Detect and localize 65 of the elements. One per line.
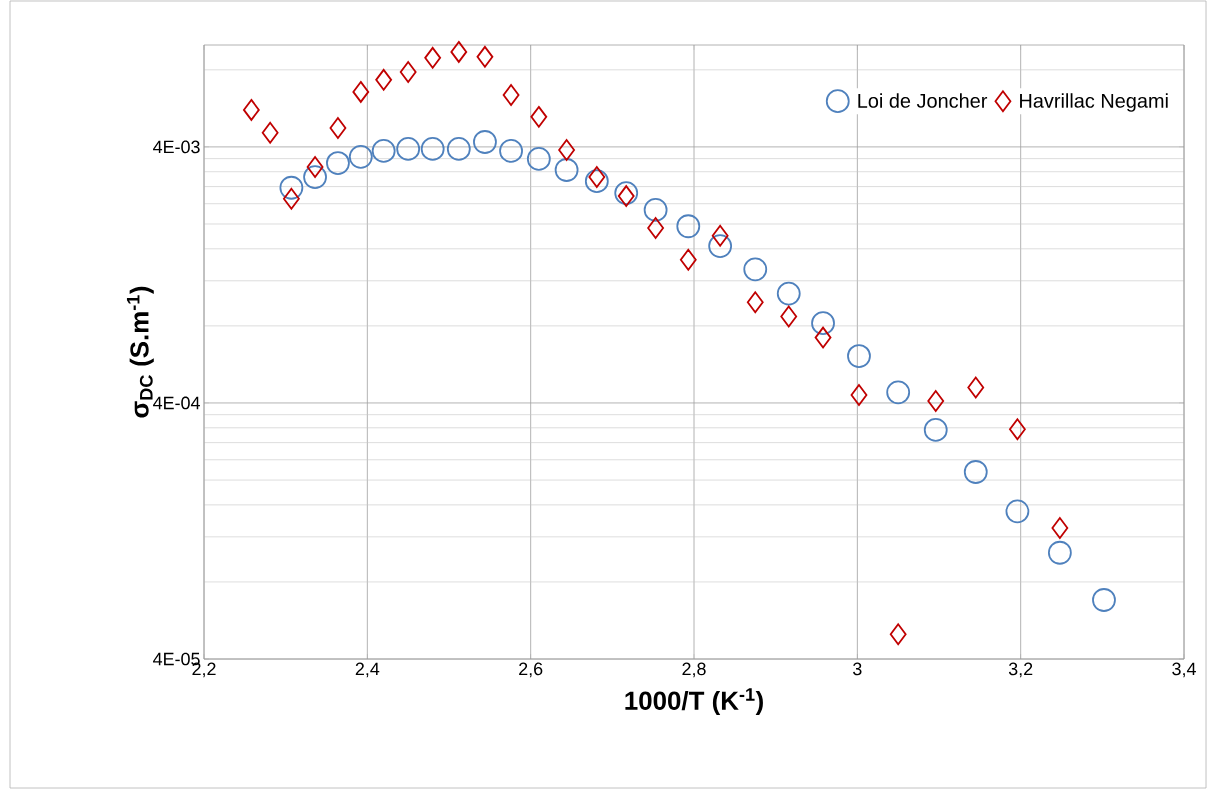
- x-tick-label: 2,4: [355, 662, 380, 678]
- point: [530, 105, 548, 128]
- point: [526, 147, 551, 171]
- point: [850, 384, 868, 406]
- point: [375, 68, 393, 91]
- point: [371, 138, 396, 163]
- point: [711, 224, 729, 247]
- point: [502, 84, 520, 106]
- point: [306, 156, 324, 178]
- point: [967, 376, 985, 399]
- point: [588, 166, 606, 188]
- point: [1009, 418, 1026, 441]
- point: [679, 248, 697, 271]
- y-tick-label: 4E-03: [153, 140, 200, 154]
- point: [473, 130, 497, 154]
- point: [450, 40, 468, 63]
- point: [584, 169, 609, 194]
- point: [554, 158, 579, 182]
- point: [558, 139, 576, 161]
- point: [780, 305, 798, 328]
- point: [326, 151, 350, 175]
- point: [1005, 499, 1030, 524]
- point: [329, 117, 347, 139]
- point: [811, 311, 835, 336]
- point: [776, 281, 801, 306]
- x-tick-label: 2,8: [682, 662, 706, 678]
- y-axis-title: σ$_{DC}$ (S.m$^{-1}$): [126, 286, 154, 418]
- point: [348, 144, 373, 169]
- point: [1051, 517, 1069, 539]
- legend-label: Loi de Joncher: [858, 93, 988, 108]
- point: [420, 136, 445, 161]
- point: [647, 217, 665, 239]
- x-axis-title: 1000/T (K$^{-1}$): [625, 688, 763, 716]
- point: [1047, 540, 1072, 565]
- point: [352, 80, 370, 103]
- point: [927, 390, 945, 412]
- point: [261, 121, 279, 144]
- x-tick-label: 3: [853, 662, 862, 676]
- point: [396, 136, 421, 161]
- legend-label: Havrillac Negami: [1020, 93, 1168, 112]
- point: [282, 187, 300, 210]
- point: [814, 326, 832, 349]
- point: [303, 165, 327, 189]
- point: [446, 136, 471, 161]
- point: [1092, 588, 1116, 612]
- point: [847, 344, 871, 368]
- point: [886, 380, 911, 405]
- x-tick-label: 2,6: [519, 662, 543, 678]
- point: [889, 623, 907, 646]
- point: [708, 234, 733, 258]
- y-tick-label: 4E-04: [153, 396, 200, 410]
- x-tick-label: 3,2: [1008, 662, 1033, 678]
- point: [499, 138, 523, 163]
- point: [746, 291, 764, 314]
- point: [424, 46, 442, 69]
- point: [399, 61, 417, 83]
- point: [676, 214, 701, 239]
- point: [963, 460, 988, 484]
- point: [743, 257, 768, 282]
- point: [923, 417, 948, 442]
- point: [476, 45, 494, 68]
- x-tick-label: 3,4: [1172, 662, 1196, 678]
- point: [279, 175, 304, 200]
- point: [242, 98, 260, 121]
- point: [643, 198, 668, 222]
